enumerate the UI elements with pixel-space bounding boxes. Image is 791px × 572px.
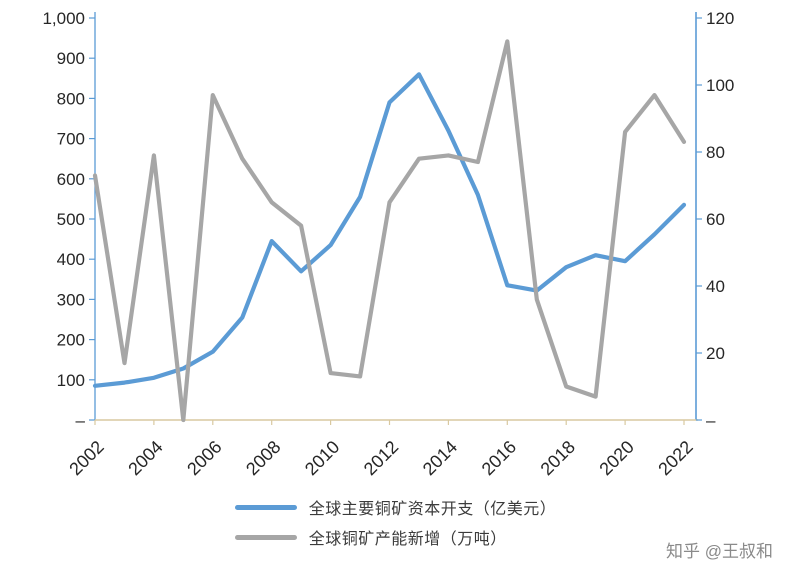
x-axis-tick-label: 2014	[419, 437, 461, 479]
x-axis-tick-label: 2004	[124, 437, 166, 479]
capacity-line	[92, 39, 687, 423]
legend-item-capacity: 全球铜矿产能新增（万吨）	[234, 522, 557, 552]
capacity-series-label: 全球铜矿产能新增（万吨）	[308, 531, 507, 548]
right-axis-tick-label: 120	[706, 9, 734, 28]
left-axis-tick-label: 700	[57, 130, 85, 149]
capex-line	[92, 72, 687, 388]
x-axis-tick-label: 2006	[183, 437, 225, 479]
left-axis-tick-label: 800	[57, 89, 85, 108]
right-axis-tick-label: 100	[706, 76, 734, 95]
left-axis-tick-label: 1,000	[42, 9, 85, 28]
x-axis-tick-label: 2002	[65, 437, 107, 479]
left-axis-tick-label: 200	[57, 331, 85, 350]
left-axis-tick-label: 400	[57, 250, 85, 269]
left-axis-tick-label: –	[76, 411, 86, 430]
right-axis-tick-label: 40	[706, 277, 725, 296]
x-axis-tick-label: 2012	[360, 437, 402, 479]
dual-axis-line-chart: 1,000 900 800 700 600 500 400 300 200 100 – 120 100 8…	[42, 9, 734, 479]
left-axis-tick-label: 300	[57, 290, 85, 309]
capacity-series-swatch	[234, 534, 297, 540]
right-axis-tick-label: 20	[706, 344, 725, 363]
capex-series-label: 全球主要铜矿资本开支（亿美元）	[308, 501, 557, 518]
chart-legend: 全球主要铜矿资本开支（亿美元） 全球铜矿产能新增（万吨）	[234, 492, 557, 552]
x-axis-tick-label: 2018	[537, 437, 579, 479]
left-axis-tick-label: 900	[57, 49, 85, 68]
x-axis-tick-label: 2008	[242, 437, 284, 479]
x-axis-tick-label: 2010	[301, 437, 343, 479]
left-axis-tick-label: 500	[57, 210, 85, 229]
watermark-zhihu: 知乎 @王叔和	[666, 542, 773, 561]
right-axis-tick-label: –	[706, 411, 716, 430]
legend-item-capex: 全球主要铜矿资本开支（亿美元）	[234, 492, 557, 522]
x-axis-tick-label: 2022	[654, 437, 696, 479]
x-axis-tick-label: 2020	[595, 437, 637, 479]
left-axis-tick-label: 600	[57, 170, 85, 189]
capex-series-swatch	[234, 504, 297, 510]
right-axis-tick-label: 80	[706, 143, 725, 162]
left-axis-tick-label: 100	[57, 371, 85, 390]
right-axis-tick-label: 60	[706, 210, 725, 229]
x-axis-tick-label: 2016	[478, 437, 520, 479]
